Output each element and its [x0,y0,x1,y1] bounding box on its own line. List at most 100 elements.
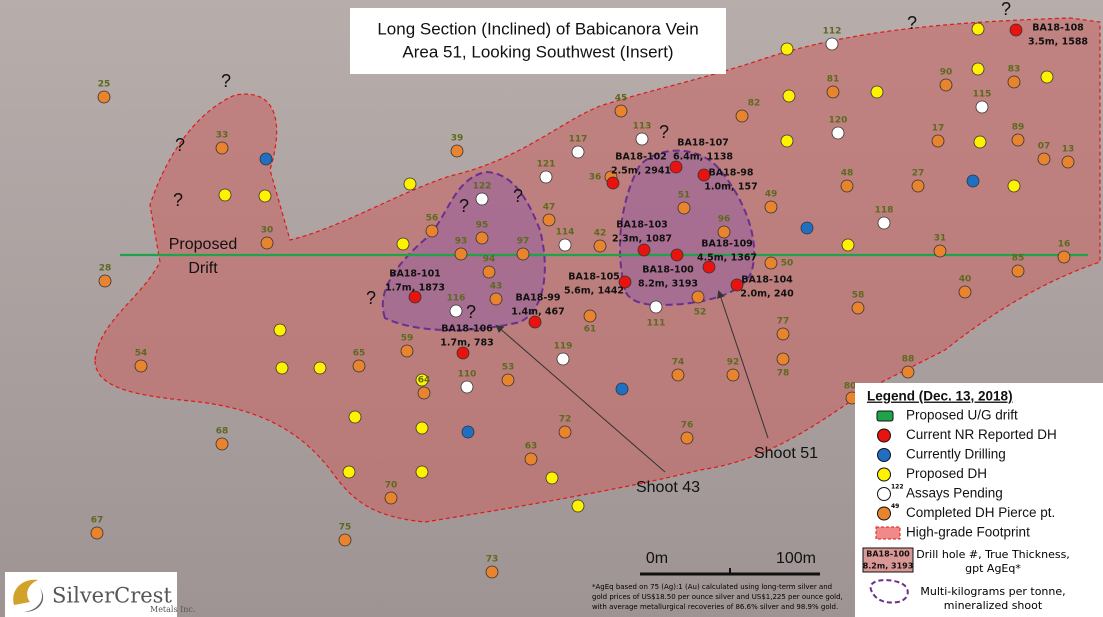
reported-hole-detail: 8.2m, 3193 [638,279,698,290]
drill-hole [840,179,854,193]
drill-hole [539,170,553,184]
drill-hole [275,361,289,375]
legend-label: Assays Pending [906,486,1003,501]
drill-hole [396,237,410,251]
hole-label: 68 [216,427,229,437]
question-mark: ? [221,71,231,91]
drill-hole [456,346,470,360]
reported-hole-id: BA18-109 [701,239,753,250]
arrow [495,324,666,473]
legend-swatch [876,410,894,422]
drill-hole [259,152,273,166]
drill-hole [717,225,731,239]
drill-hole [677,201,691,215]
drill-hole [215,141,229,155]
drill-hole [408,290,422,304]
drill-hole [524,452,538,466]
reported-hole-detail: 1.7m, 1873 [385,283,445,294]
legend-box [855,383,1103,617]
legend-label: Current NR Reported DH [906,427,1057,442]
legend-sample-text: Drill hole #, True Thickness, [916,548,1070,561]
legend-swatch [877,467,891,482]
hole-label: 75 [339,523,352,533]
drill-hole [618,275,632,289]
legend: Legend (Dec. 13, 2018) Proposed U/G drif… [855,383,1103,617]
hole-label: 74 [672,358,685,368]
drill-hole [782,89,796,103]
legend-shoot-text: Multi-kilograms per tonne, [920,585,1065,598]
drill-hole [1061,155,1075,169]
question-mark: ? [659,122,669,142]
hole-label: 115 [973,90,992,100]
hole-label: 76 [681,421,694,431]
drill-hole [415,465,429,479]
drill-hole [800,221,814,235]
legend-sample-text: gpt AgEq* [965,562,1021,575]
drill-hole [475,231,489,245]
legend-swatch [877,506,891,521]
legend-label: Currently Drilling [906,447,1006,462]
drill-hole [975,100,989,114]
reported-hole-detail: 1.4m, 467 [511,307,564,318]
drill-hole [501,373,515,387]
hole-label: 114 [556,228,575,238]
reported-hole-detail: 2.5m, 2941 [611,166,671,177]
drill-hole [971,62,985,76]
drill-hole [571,145,585,159]
drill-hole [971,22,985,36]
drill-hole [415,421,429,435]
question-mark: ? [907,13,917,33]
hole-label: 64 [418,376,431,386]
drill-hole [134,359,148,373]
hole-label: 77 [777,317,790,327]
drill-hole [400,344,414,358]
legend-title: Legend (Dec. 13, 2018) [867,389,1013,404]
drill-hole [764,200,778,214]
drill-hole [780,42,794,56]
drill-hole [97,90,111,104]
drill-hole [670,248,684,262]
drill-hole [542,213,556,227]
hole-label: 31 [934,234,947,244]
hole-label: 83 [1008,65,1021,75]
reported-hole-detail: 1.7m, 783 [440,338,493,349]
legend-superscript: 122 [891,484,904,491]
question-mark: ? [466,302,476,322]
drill-hole [691,290,705,304]
footnote: with average metallurgical recoveries of… [592,603,838,611]
drill-hole [1057,250,1071,264]
drill-hole [417,386,431,400]
drill-hole [384,491,398,505]
question-mark: ? [175,135,185,155]
legend-label: High-grade Footprint [906,525,1030,540]
drill-hole [966,174,980,188]
arrow [717,290,769,439]
drift-label: Proposed [169,236,238,253]
reported-hole-id: BA18-98 [709,168,754,179]
drill-hole [780,134,794,148]
drill-hole [615,382,629,396]
drill-hole [735,109,749,123]
reported-hole-detail: 3.5m, 1588 [1028,37,1088,48]
drill-hole [273,323,287,337]
legend-sample [862,547,914,573]
drill-hole [482,265,496,279]
legend-label: Completed DH Pierce pt. [906,505,1055,520]
drill-hole [730,278,744,292]
drill-hole [571,499,585,513]
drill-hole [425,224,439,238]
question-mark: ? [1001,0,1011,19]
reported-hole-id: BA18-104 [741,275,793,286]
hole-label: 54 [135,349,148,359]
drill-hole [516,247,530,261]
legend-swatch [875,526,901,540]
hole-label: 48 [841,169,854,179]
drill-hole [545,471,559,485]
hole-label: 52 [694,308,707,318]
drill-hole [826,85,840,99]
legend-shoot [869,579,909,604]
drill-hole [973,135,987,149]
scale-label: 0m [646,550,668,567]
reported-hole-id: BA18-108 [1032,23,1084,34]
hole-label: 58 [852,291,865,301]
